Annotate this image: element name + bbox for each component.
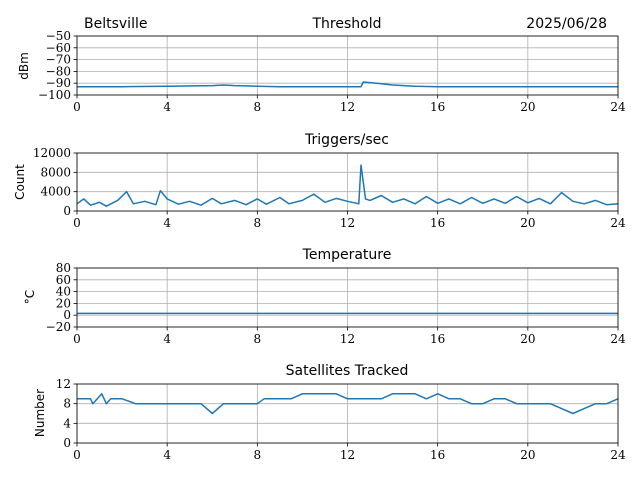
y-tick-label: −90 <box>46 76 71 90</box>
x-tick-label: 12 <box>340 448 355 462</box>
satellites-title: Satellites Tracked <box>286 363 409 379</box>
x-tick-label: 24 <box>610 100 626 114</box>
x-tick-label: 0 <box>73 100 81 114</box>
y-tick-label: 0 <box>63 204 71 218</box>
x-tick-label: 8 <box>254 332 262 346</box>
x-tick-label: 0 <box>73 216 81 230</box>
y-tick-label: 8000 <box>40 165 71 179</box>
y-tick-label: 12 <box>56 377 71 391</box>
x-tick-label: 16 <box>430 332 445 346</box>
y-tick-label: 0 <box>63 436 71 450</box>
x-tick-label: 4 <box>163 332 171 346</box>
x-tick-label: 8 <box>254 100 262 114</box>
x-tick-label: 4 <box>163 100 171 114</box>
date-label: 2025/06/28 <box>526 16 607 32</box>
triggers-title: Triggers/sec <box>304 132 389 148</box>
y-tick-label: 4000 <box>40 185 71 199</box>
x-tick-label: 12 <box>340 332 355 346</box>
series-line <box>77 393 619 415</box>
x-tick-label: 12 <box>340 216 355 230</box>
satellites-panel: Satellites Tracked Number 0 4 8 12 16 20 24 12 8… <box>33 363 626 462</box>
x-tick-label: 16 <box>430 100 445 114</box>
x-tick-label: 24 <box>610 448 626 462</box>
y-tick-label: −70 <box>46 53 71 67</box>
threshold-title: Threshold <box>312 16 382 32</box>
x-tick-label: 0 <box>73 332 81 346</box>
threshold-panel: Threshold dBm 0 4 8 12 16 20 24 −50−60−70−80−90… <box>17 16 626 114</box>
x-tick-label: 12 <box>340 100 355 114</box>
y-tick-label: 8 <box>63 397 71 411</box>
x-tick-label: 20 <box>520 448 535 462</box>
x-tick-label: 8 <box>254 216 262 230</box>
temperature-title: Temperature <box>302 247 392 263</box>
axes-frame <box>76 35 619 96</box>
x-tick-label: 4 <box>163 448 171 462</box>
y-tick-label: 60 <box>56 273 71 287</box>
y-tick-label: −80 <box>46 64 71 78</box>
y-tick-label: −50 <box>46 29 71 43</box>
y-tick-label: 4 <box>63 416 71 430</box>
x-tick-label: 16 <box>430 216 445 230</box>
y-tick-label: −100 <box>38 88 71 102</box>
y-tick-label: 20 <box>56 296 71 310</box>
y-tick-label: −60 <box>46 41 71 55</box>
temperature-ylabel: °C <box>23 290 37 304</box>
triggers-panel: Triggers/sec Count 0 4 8 12 16 20 24 12000 8000 4… <box>13 132 626 230</box>
series-line <box>76 164 619 207</box>
y-tick-label: 12000 <box>33 146 71 160</box>
x-tick-label: 4 <box>163 216 171 230</box>
series-line <box>77 81 618 88</box>
axes-frame <box>76 267 619 328</box>
y-tick-label: 80 <box>56 261 71 275</box>
x-tick-label: 20 <box>520 216 535 230</box>
x-tick-label: 20 <box>520 332 535 346</box>
axes-frame <box>76 152 619 212</box>
y-tick-label: 0 <box>63 308 71 322</box>
y-tick-label: −20 <box>46 320 71 334</box>
station-label: Beltsville <box>84 16 147 32</box>
x-tick-label: 0 <box>73 448 81 462</box>
x-tick-label: 8 <box>254 448 262 462</box>
axes-frame <box>76 383 619 444</box>
x-tick-label: 20 <box>520 100 535 114</box>
x-tick-label: 24 <box>610 216 626 230</box>
x-tick-label: 16 <box>430 448 445 462</box>
threshold-ylabel: dBm <box>17 52 31 80</box>
x-tick-label: 24 <box>610 332 626 346</box>
y-tick-label: 40 <box>56 285 71 299</box>
satellites-ylabel: Number <box>33 389 47 437</box>
triggers-ylabel: Count <box>13 164 27 200</box>
